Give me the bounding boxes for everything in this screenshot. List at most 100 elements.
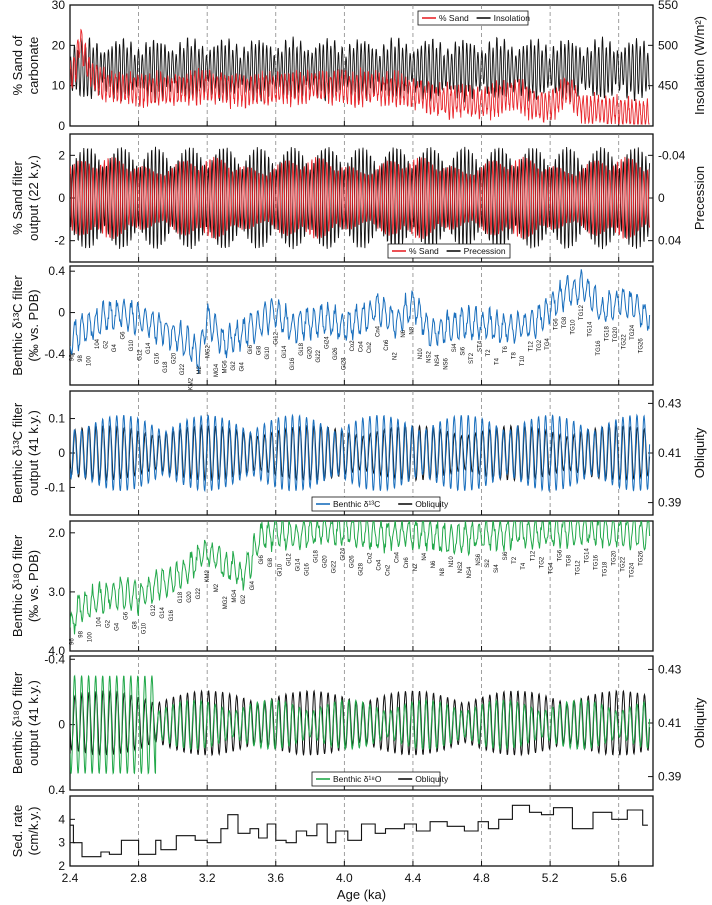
x-axis-label: Age (ka) [337,887,386,902]
y-tick-label: 0 [58,119,65,133]
y-axis-label-right: Obliquity [692,697,707,748]
stage-label: Gi26 [333,347,339,360]
legend-label: Obliquity [415,774,449,784]
series-line-d18o [70,521,651,635]
panel-p5: 2.0 3.0 4.0 Benthic δ¹⁸O filter (‰ vs. PDB) 9… [10,520,654,658]
y-tick-label: 2 [58,859,65,873]
stage-label: G2 [106,619,112,628]
stage-label: Gi28 [359,562,365,575]
y-tick-label: 0.4 [48,783,65,797]
y-tick-label: 4 [58,812,65,826]
y-tick-label-right: 450 [658,79,678,93]
stage-label: TG10 [571,319,577,335]
stage-label: G16 [154,352,160,364]
stage-label: G6 [124,611,130,620]
series-group [70,146,651,250]
stage-label: TG4 [548,562,554,574]
panel-frame [69,795,654,867]
y-tick-label-right: 0.04 [658,234,682,248]
stage-label: Gi24 [340,547,346,560]
x-tick-label: 3.2 [199,871,216,885]
panel-frame [69,265,654,386]
x-tick-label: 4.8 [473,871,490,885]
panel-p1: 0 10 20 30 450 500 550 % Sand of carbonate Insola… [10,0,707,133]
stage-label: T6 [503,345,509,353]
y-axis-label: Sed. rate [10,805,25,858]
stage-label: TG2 [539,556,545,568]
stage-label: TG18 [603,561,609,577]
stage-label: G14 [160,607,166,619]
legend-label: Benthic δ¹⁸O [333,774,382,784]
panel-p6: -0.4 0 0.4 0.43 0.41 0.39 Benthic δ¹⁸O filter o… [10,652,707,797]
stage-label: M2 [214,583,220,592]
y-axis-label: % Sand filter [10,160,25,234]
y-tick-label: 0.4 [48,264,65,278]
stage-label: Gi12 [286,553,292,566]
y-tick-label: -0.4 [44,652,65,666]
stage-label: TG18 [605,326,611,342]
stage-label: Gi20 [307,346,313,359]
stage-label: G10 [129,339,135,351]
stage-label: TG8 [562,316,568,328]
stage-label: 100 [86,355,92,366]
stage-label: T10 [520,355,526,366]
y-axis-label-right: Precession [692,166,707,230]
stage-label: TG24 [630,562,636,578]
stage-label: Gi20 [322,555,328,568]
stage-label: Gi14 [282,345,288,358]
stage-label: TG22 [621,556,627,572]
y-tick-label-right: 500 [658,38,678,52]
y-tick-label: -2 [54,234,65,248]
series-line-d13c [70,269,651,374]
y-tick-label: 0 [58,718,65,732]
stage-label: N8 [440,568,446,576]
series-line-sand [70,28,650,126]
stage-label: G18 [163,361,169,373]
stage-label: G12 [137,349,143,361]
stage-label: G18 [178,591,184,603]
stage-label: N10 [418,348,424,360]
legend-label: Insolation [494,13,531,23]
x-tick-label: 2.4 [62,871,79,885]
legend-box [417,10,529,26]
stage-label: G10 [142,622,148,634]
y-axis-label: Benthic δ¹⁸O filter [10,671,25,774]
stage-label: ST2 [469,352,475,364]
stage-label: T4 [521,562,527,570]
series-line-sand-filter [70,156,651,240]
y-tick-label: -0.1 [44,480,65,494]
stage-label: TG26 [639,550,645,566]
stage-label: TG6 [554,318,560,330]
stage-label: N2 [413,563,419,571]
y-tick-label: 3 [58,836,65,850]
stage-label: 104 [95,338,101,349]
stage-label: T8 [511,351,517,359]
stage-label: G12 [151,604,157,616]
stage-label: Gi16 [304,562,310,575]
stage-label: N6 [401,329,407,337]
y-tick-label: 3.0 [48,585,65,599]
y-axis-label: (cm/k.y.) [26,807,41,856]
y-tick-label-right: 0.41 [658,446,682,460]
y-axis-label: Benthic δ¹³C filter [10,402,25,503]
y-tick-label: 0.1 [48,412,65,426]
stage-label: Gi8 [256,345,262,355]
series-line-filter [70,413,651,493]
stage-label: Cn6 [404,557,410,569]
stage-label: NS6 [476,553,482,565]
stage-label: Si4 [494,564,500,573]
stage-label: MG4 [214,363,220,377]
y-tick-label: 0 [58,446,65,460]
stage-label: Gi12 [273,331,279,344]
stage-label: Gi4 [250,580,256,590]
legend: % Sand Precession [387,243,511,259]
stage-label: Gi6 [259,555,265,565]
stage-label: TG20 [612,550,618,566]
stage-label: 100 [88,632,94,643]
series-group [70,28,651,126]
stage-label: Si4 [452,343,458,352]
y-axis-label: (‰ vs. PDB) [26,550,41,622]
stage-label: T2 [512,556,518,564]
panel-p7: 4 3 2 Sed. rate (cm/k.y.) [10,795,654,873]
stage-label: Gi22 [332,560,338,573]
